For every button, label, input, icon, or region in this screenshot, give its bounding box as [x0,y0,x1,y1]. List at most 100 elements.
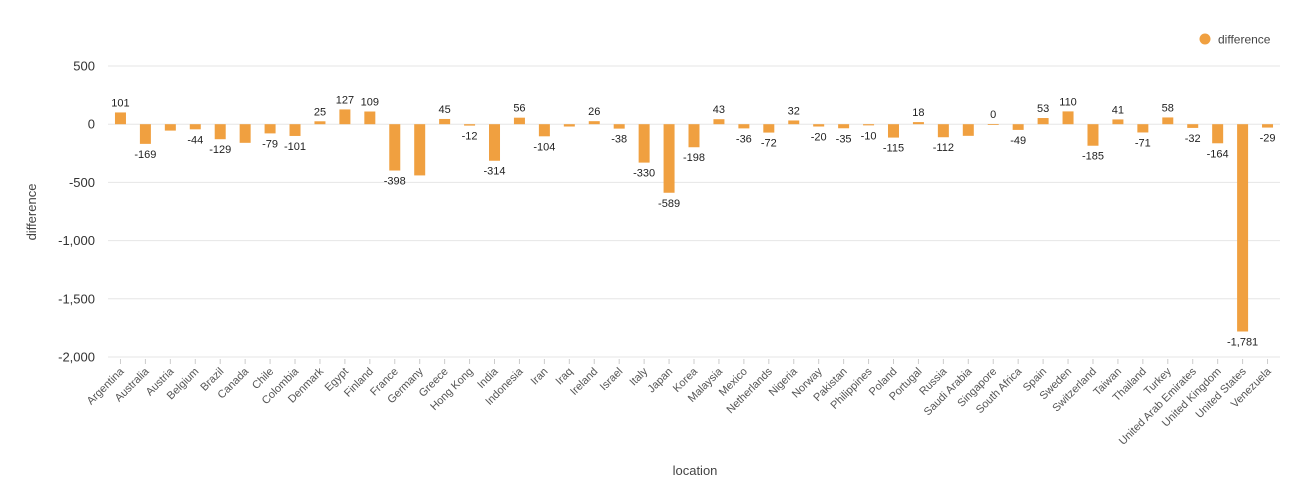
bar[interactable] [1012,124,1024,130]
data-label: 101 [111,97,129,109]
x-axis-title: location [673,463,718,478]
data-label: -71 [1135,137,1151,149]
data-label: -164 [1207,148,1229,160]
y-tick-label: 0 [88,117,95,132]
bar[interactable] [912,122,924,125]
y-tick-label: -500 [69,175,95,190]
y-axis-ticks: 500 0 -500 -1,000 -1,500 -2,000 [58,59,95,365]
bar[interactable] [738,124,750,129]
gridlines [108,65,1280,358]
bar[interactable] [1037,118,1049,125]
bar[interactable] [763,124,775,133]
legend-marker [1199,33,1211,45]
data-label: -129 [209,144,231,156]
bars [114,109,1274,332]
bar[interactable] [164,124,176,131]
bar[interactable] [214,124,226,140]
bar[interactable] [289,124,301,136]
bar[interactable] [1212,124,1224,144]
data-label: -398 [384,176,406,188]
bar[interactable] [364,111,376,125]
x-tick-label: Ireland [568,366,600,398]
data-label: -169 [134,149,156,161]
bar[interactable] [713,119,725,125]
data-label: -29 [1260,133,1276,145]
data-label: 41 [1112,104,1124,116]
data-label: 45 [439,104,451,116]
bar[interactable] [813,124,825,127]
data-label: -49 [1010,135,1026,147]
bar[interactable] [1062,111,1074,125]
bar[interactable] [513,117,525,125]
bar[interactable] [1237,124,1249,332]
bar[interactable] [1087,124,1099,146]
bar[interactable] [937,124,949,138]
data-label: 109 [361,97,379,109]
bar[interactable] [1112,119,1124,125]
data-label: 0 [990,109,996,121]
legend[interactable]: difference [1199,33,1271,47]
bar[interactable] [538,124,550,137]
bar[interactable] [114,112,126,125]
y-tick-label: -1,000 [58,233,95,248]
data-label: -112 [933,142,954,154]
data-label: -330 [633,168,655,180]
bar[interactable] [1162,117,1174,125]
bar[interactable] [962,124,974,136]
bar[interactable] [339,109,351,125]
x-tick-label: Israel [598,366,626,394]
data-label: -79 [262,138,278,150]
bar[interactable] [987,124,999,125]
bar[interactable] [563,124,575,127]
bar[interactable] [389,124,401,171]
data-label: -101 [284,141,306,153]
y-tick-label: -2,000 [58,350,95,365]
bar[interactable] [1262,124,1274,128]
data-label: -198 [683,152,705,164]
bar[interactable] [638,124,650,163]
bar[interactable] [588,121,600,125]
bar[interactable] [464,124,476,126]
bar[interactable] [613,124,625,129]
bar[interactable] [1187,124,1199,128]
y-axis-title: difference [24,184,39,241]
data-label: 43 [713,104,725,116]
data-label: 26 [588,106,600,118]
data-label: -20 [811,132,827,144]
data-label: -36 [736,133,752,145]
bar[interactable] [414,124,426,176]
data-label: -314 [483,166,505,178]
bar[interactable] [838,124,850,129]
data-label: 18 [912,107,924,119]
bar[interactable] [189,124,201,130]
bar[interactable] [887,124,899,138]
bar[interactable] [439,118,451,125]
bar[interactable] [788,120,800,125]
bar[interactable] [139,124,151,144]
bar[interactable] [1137,124,1149,133]
data-label: 110 [1059,96,1077,108]
data-label: -32 [1185,133,1201,145]
y-tick-label: -1,500 [58,291,95,306]
legend-label: difference [1218,33,1271,47]
data-labels: 101 -169 -44 -129 -79 -101 25 127 109 -398 45 -12 -3… [111,94,1275,348]
bar[interactable] [863,124,875,126]
data-label: -35 [836,133,852,145]
data-label: -12 [462,131,478,143]
bar[interactable] [663,124,675,193]
bar[interactable] [239,124,251,143]
data-label: -10 [861,130,877,142]
data-label: 56 [513,103,525,115]
data-label: -115 [883,143,904,155]
bar[interactable] [688,124,700,148]
data-label: 58 [1162,102,1174,114]
x-axis-ticks: ArgentinaAustraliaAustriaBelgiumBrazilCa… [85,359,1274,448]
bar[interactable] [314,121,326,125]
x-tick-label: Iran [529,366,551,388]
data-label: 127 [336,94,354,106]
bar[interactable] [489,124,501,161]
data-label: -589 [658,198,680,210]
bar[interactable] [264,124,276,134]
